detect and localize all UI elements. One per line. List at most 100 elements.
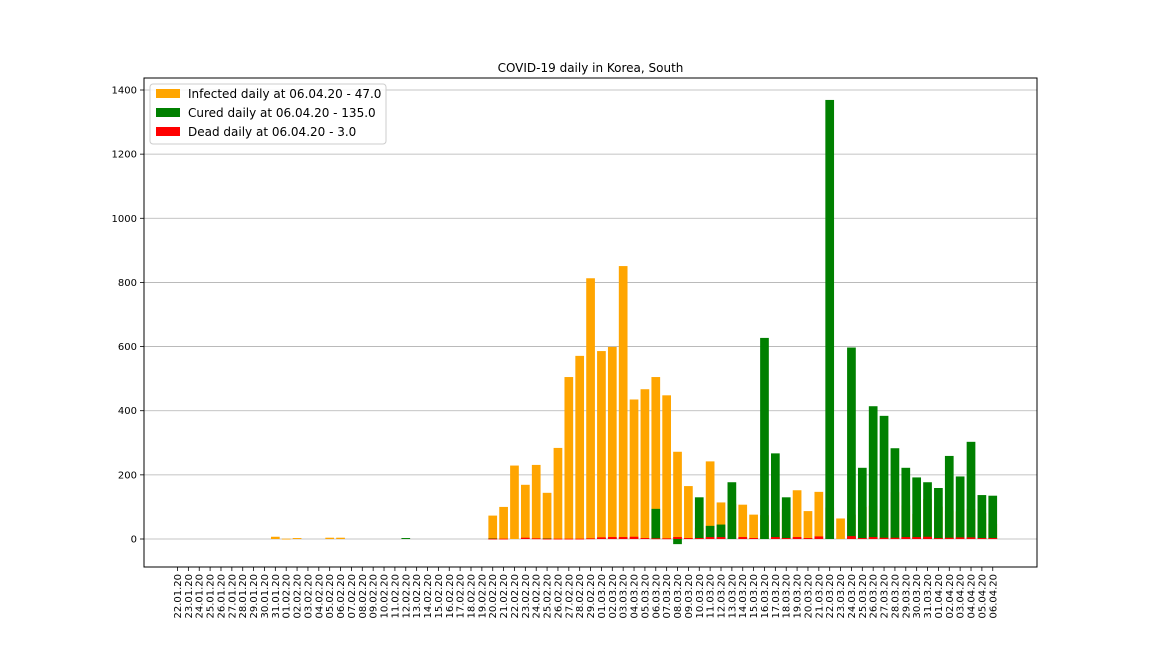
infected-bar	[531, 464, 541, 539]
x-tick-label: 11.02.20	[390, 574, 401, 619]
dead-bar	[771, 537, 780, 539]
infected-bar	[520, 484, 530, 539]
dead-bar	[955, 537, 965, 539]
infected-bar	[662, 395, 671, 539]
x-tick-label: 01.02.20	[282, 574, 293, 619]
dead-bar	[988, 538, 998, 539]
x-tick-label: 04.03.20	[630, 574, 641, 619]
dead-bar	[618, 537, 628, 539]
x-tick-label: 22.01.20	[173, 574, 184, 619]
dead-bar	[542, 538, 552, 540]
legend: Infected daily at 06.04.20 - 47.0 Cured …	[149, 83, 387, 145]
infected-bar	[836, 518, 845, 539]
x-tick-label: 23.03.20	[836, 574, 847, 619]
dead-bar	[934, 538, 943, 539]
dead-bar	[705, 537, 715, 539]
x-tick-label: 29.03.20	[901, 574, 912, 619]
x-tick-label: 30.03.20	[912, 574, 923, 619]
dead-bar	[781, 538, 791, 539]
x-tick-label: 21.03.20	[814, 574, 825, 619]
x-tick-label: 29.01.20	[249, 574, 260, 619]
dead-bar	[694, 538, 704, 539]
x-tick-label: 20.03.20	[803, 574, 814, 619]
x-tick-label: 26.03.20	[869, 574, 880, 619]
dead-bar	[564, 538, 574, 540]
x-tick-label: 26.02.20	[553, 574, 564, 619]
dead-bar	[597, 537, 606, 539]
x-tick-label: 11.03.20	[706, 574, 717, 619]
cured-bar	[401, 538, 411, 539]
x-tick-label: 07.03.20	[662, 574, 673, 619]
infected-bar	[738, 504, 748, 539]
cured-bar	[847, 347, 856, 539]
x-tick-label: 14.03.20	[738, 574, 749, 619]
cured-bar	[760, 337, 769, 539]
legend-label-infected: Infected daily at 06.04.20 - 47.0	[188, 87, 381, 101]
dead-bar	[792, 537, 802, 539]
dead-bar	[553, 538, 563, 540]
infected-bar	[510, 465, 519, 539]
y-tick-label: 1200	[112, 150, 137, 161]
y-tick-label: 0	[131, 535, 137, 546]
x-tick-label: 28.02.20	[575, 574, 586, 619]
x-tick-label: 01.03.20	[597, 574, 608, 619]
cured-bar	[868, 406, 878, 539]
x-tick-label: 02.03.20	[608, 574, 619, 619]
dead-bar	[923, 536, 932, 539]
x-tick-label: 26.01.20	[216, 574, 227, 619]
cured-bar	[781, 497, 791, 539]
x-tick-label: 13.03.20	[727, 574, 738, 619]
cured-bar	[857, 467, 867, 539]
infected-bar	[640, 389, 650, 539]
x-tick-label: 22.03.20	[825, 574, 836, 619]
dead-bar	[586, 538, 595, 540]
x-tick-label: 25.02.20	[543, 574, 554, 619]
legend-swatch-dead	[156, 127, 180, 136]
infected-bar	[597, 351, 606, 539]
legend-label-dead: Dead daily at 06.04.20 - 3.0	[188, 125, 356, 139]
x-tick-label: 23.02.20	[521, 574, 532, 619]
cured-bar	[651, 508, 661, 539]
infected-bar	[607, 346, 617, 539]
dead-bar	[912, 537, 922, 539]
x-tick-label: 10.02.20	[380, 574, 391, 619]
infected-bar	[684, 486, 693, 539]
x-tick-label: 03.04.20	[956, 574, 967, 619]
dead-bar	[488, 538, 498, 540]
cured-bar	[977, 495, 987, 539]
dead-bar	[890, 537, 900, 539]
dead-bar	[803, 538, 813, 539]
y-tick-label: 400	[118, 406, 137, 417]
cured-bar	[771, 453, 780, 539]
infected-bar	[542, 492, 552, 539]
cured-bar	[825, 99, 835, 540]
infected-bar	[803, 511, 813, 539]
dead-bar	[520, 537, 530, 539]
x-tick-label: 25.03.20	[858, 574, 869, 619]
dead-bar	[738, 537, 748, 539]
infected-bar	[292, 538, 302, 539]
dead-bar	[857, 538, 867, 539]
dead-bar	[651, 538, 661, 540]
x-tick-label: 31.01.20	[271, 574, 282, 619]
x-tick-label: 09.02.20	[369, 574, 380, 619]
dead-bar	[684, 538, 693, 539]
x-tick-label: 06.04.20	[988, 574, 999, 619]
x-tick-label: 04.02.20	[314, 574, 325, 619]
cured-bar	[944, 455, 954, 539]
x-tick-label: 21.02.20	[499, 574, 510, 619]
x-tick-label: 05.02.20	[325, 574, 336, 619]
x-tick-label: 12.03.20	[717, 574, 728, 619]
dead-bar	[629, 536, 639, 539]
x-tick-label: 05.04.20	[977, 574, 988, 619]
y-tick-label: 1400	[112, 86, 137, 97]
infected-bar	[586, 278, 595, 539]
cured-bar	[934, 488, 943, 539]
x-tick-label: 27.02.20	[564, 574, 575, 619]
x-tick-label: 25.01.20	[206, 574, 217, 619]
x-tick-label: 30.01.20	[260, 574, 271, 619]
cured-bar	[966, 441, 976, 539]
x-tick-label: 20.02.20	[488, 574, 499, 619]
x-tick-label: 19.02.20	[477, 574, 488, 619]
